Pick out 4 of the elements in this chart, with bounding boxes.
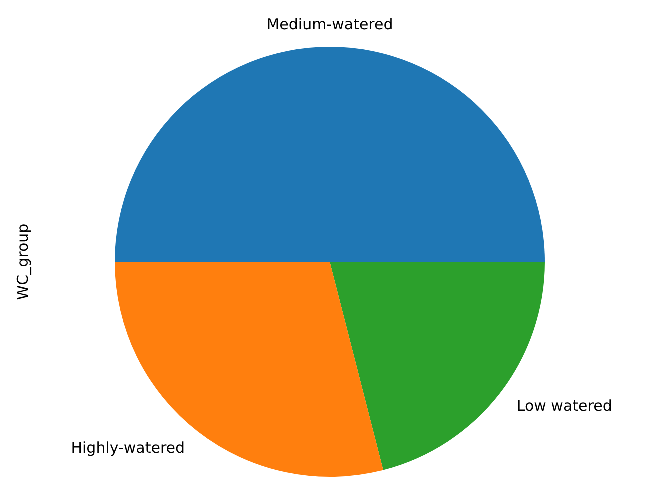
slice-label: Low watered xyxy=(516,396,612,415)
text: WC_group xyxy=(14,224,32,300)
slice-label: Medium-watered xyxy=(266,15,394,34)
slice-label: Highly-watered xyxy=(71,438,186,457)
